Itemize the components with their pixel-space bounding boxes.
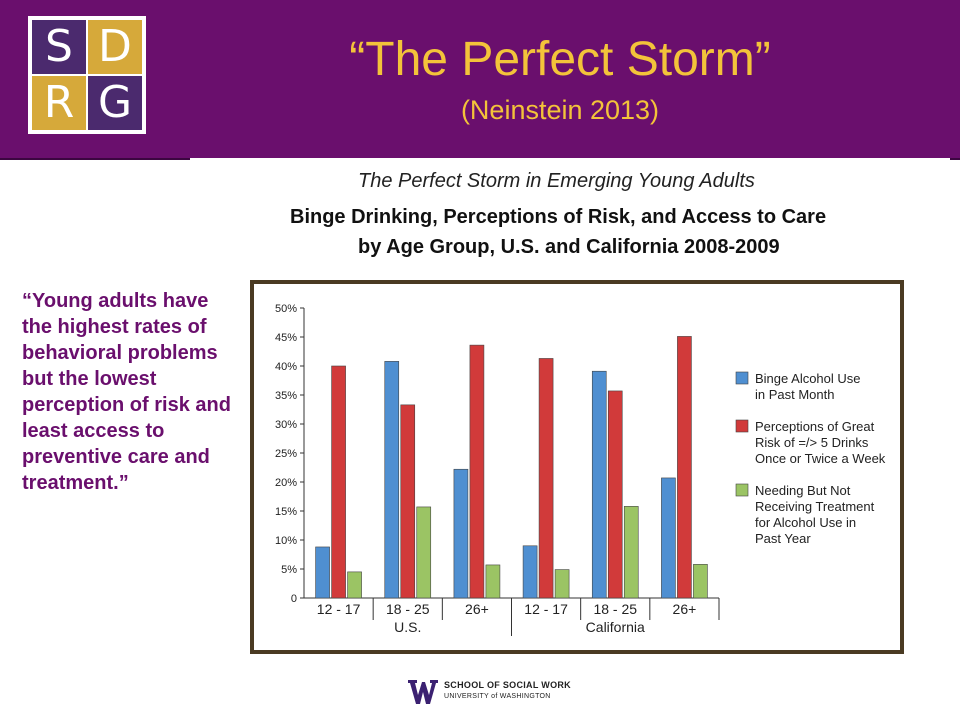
x-category-label: 26+ bbox=[673, 601, 697, 617]
legend-label: Once or Twice a Week bbox=[755, 451, 886, 466]
bar-1-4 bbox=[522, 545, 538, 599]
bar-1-1 bbox=[315, 546, 330, 599]
y-tick-label: 50% bbox=[275, 303, 297, 315]
slide-header: S D R G “The Perfect Storm” (Neinstein 2… bbox=[0, 0, 960, 160]
y-tick-label: 25% bbox=[275, 448, 297, 460]
legend-label: Past Year bbox=[755, 531, 811, 546]
legend-label: for Alcohol Use in bbox=[755, 515, 856, 530]
bar-1-5 bbox=[591, 370, 607, 599]
y-tick-label: 40% bbox=[275, 361, 297, 373]
quote-text: “Young adults have the highest rates of … bbox=[22, 290, 231, 494]
legend-swatch-3 bbox=[735, 483, 749, 497]
footer-university-name: UNIVERSITY of WASHINGTON bbox=[444, 693, 551, 700]
y-tick-label: 15% bbox=[275, 506, 297, 518]
logo-letter-g: G bbox=[88, 76, 142, 130]
logo-letter-d: D bbox=[88, 20, 142, 74]
bar-2-6 bbox=[677, 336, 692, 599]
legend-swatch-1 bbox=[735, 371, 749, 385]
bar-1-2 bbox=[384, 361, 400, 599]
y-tick-label: 35% bbox=[275, 390, 297, 402]
legend-label: Perceptions of Great bbox=[755, 419, 875, 434]
footer-school-name: SCHOOL OF SOCIAL WORK bbox=[444, 680, 571, 690]
bar-3-2 bbox=[416, 506, 432, 599]
bar-1-6 bbox=[661, 477, 676, 599]
bar-2-2 bbox=[400, 404, 416, 599]
legend-swatch-2 bbox=[735, 419, 749, 433]
sdrg-logo: S D R G bbox=[28, 16, 146, 134]
x-group-label: California bbox=[586, 619, 645, 635]
slide-subtitle: (Neinstein 2013) bbox=[460, 95, 660, 125]
logo-letter-s: S bbox=[32, 20, 86, 74]
bar-2-4 bbox=[538, 358, 554, 599]
bar-2-1 bbox=[331, 365, 346, 599]
legend-label: Risk of =/> 5 Drinks bbox=[755, 435, 869, 450]
x-category-label: 18 - 25 bbox=[593, 601, 637, 617]
y-tick-label: 20% bbox=[275, 477, 297, 489]
y-tick-label: 30% bbox=[275, 419, 297, 431]
y-tick-label: 10% bbox=[275, 535, 297, 547]
x-category-label: 26+ bbox=[465, 601, 489, 617]
legend-label: Receiving Treatment bbox=[755, 499, 875, 514]
figure-title-line-2: by Age Group, U.S. and California 2008-2… bbox=[358, 236, 780, 258]
footer-logo: SCHOOL OF SOCIAL WORK UNIVERSITY of WASH… bbox=[408, 678, 578, 708]
figure-divider bbox=[190, 158, 950, 166]
bar-2-5 bbox=[607, 390, 623, 599]
legend-label: in Past Month bbox=[755, 387, 835, 402]
bar-3-3 bbox=[485, 564, 501, 599]
legend-label: Binge Alcohol Use bbox=[755, 371, 861, 386]
x-category-label: 12 - 17 bbox=[524, 601, 568, 617]
y-tick-label: 5% bbox=[281, 564, 297, 576]
bar-3-1 bbox=[347, 571, 362, 599]
y-tick-label: 0 bbox=[291, 593, 297, 605]
bar-3-4 bbox=[554, 569, 570, 599]
chart-frame: 0 5% 10% 15% 20% 25% 30% 35% 40% 45% 50% 12 - 17 18 … bbox=[250, 280, 904, 654]
slide-title: “The Perfect Storm” bbox=[349, 33, 771, 86]
y-tick-label: 45% bbox=[275, 332, 297, 344]
x-category-label: 12 - 17 bbox=[317, 601, 361, 617]
x-category-label: 18 - 25 bbox=[386, 601, 430, 617]
bar-3-6 bbox=[693, 564, 708, 599]
x-group-label: U.S. bbox=[394, 619, 421, 635]
figure-kicker: The Perfect Storm in Emerging Young Adul… bbox=[358, 170, 755, 192]
bar-chart: 0 5% 10% 15% 20% 25% 30% 35% 40% 45% 50% 12 - 17 18 … bbox=[275, 303, 886, 636]
bar-1-3 bbox=[453, 468, 469, 599]
bar-2-3 bbox=[469, 344, 485, 599]
legend-label: Needing But Not bbox=[755, 483, 851, 498]
uw-w-icon bbox=[408, 680, 438, 704]
bar-3-5 bbox=[623, 506, 639, 599]
figure-title-line-1: Binge Drinking, Perceptions of Risk, and… bbox=[290, 206, 827, 228]
logo-letter-r: R bbox=[32, 76, 86, 130]
